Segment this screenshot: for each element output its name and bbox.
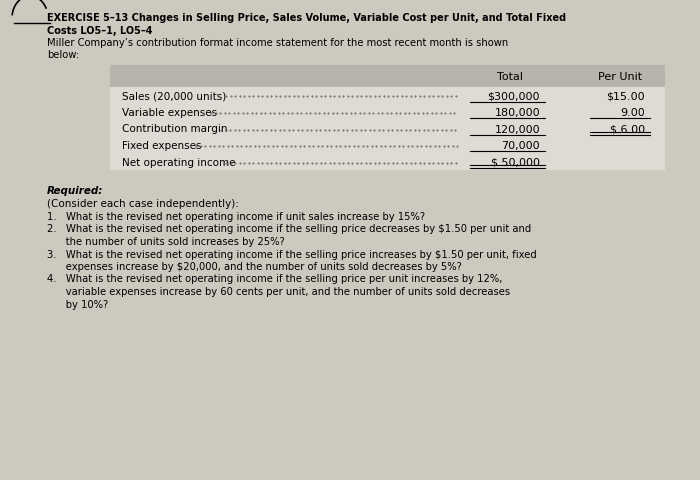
Text: Variable expenses: Variable expenses (122, 108, 217, 118)
Text: Total: Total (497, 72, 523, 82)
Bar (110, 66, 665, 171)
Bar (110, 66, 665, 88)
Text: below:: below: (47, 50, 79, 60)
Text: 9.00: 9.00 (620, 108, 645, 118)
Text: Costs LO5–1, LO5–4: Costs LO5–1, LO5–4 (47, 26, 153, 36)
Text: expenses increase by $20,000, and the number of units sold decreases by 5%?: expenses increase by $20,000, and the nu… (47, 262, 462, 271)
Text: 1.   What is the revised net operating income if unit sales increase by 15%?: 1. What is the revised net operating inc… (47, 212, 425, 222)
Text: Miller Company’s contribution format income statement for the most recent month : Miller Company’s contribution format inc… (47, 38, 508, 48)
Text: Contribution margin: Contribution margin (122, 124, 228, 134)
Text: $ 6.00: $ 6.00 (610, 124, 645, 134)
Text: (Consider each case independently):: (Consider each case independently): (47, 199, 239, 209)
Text: the number of units sold increases by 25%?: the number of units sold increases by 25… (47, 237, 285, 247)
Text: Net operating income: Net operating income (122, 157, 235, 168)
Text: 3.   What is the revised net operating income if the selling price increases by : 3. What is the revised net operating inc… (47, 249, 537, 259)
Text: $300,000: $300,000 (487, 91, 540, 101)
Text: 180,000: 180,000 (494, 108, 540, 118)
Text: $ 50,000: $ 50,000 (491, 157, 540, 168)
Text: Required:: Required: (47, 186, 104, 195)
Text: EXERCISE 5–13 Changes in Selling Price, Sales Volume, Variable Cost per Unit, an: EXERCISE 5–13 Changes in Selling Price, … (47, 13, 566, 23)
Text: $15.00: $15.00 (606, 91, 645, 101)
Text: Sales (20,000 units): Sales (20,000 units) (122, 91, 226, 101)
Text: Per Unit: Per Unit (598, 72, 642, 82)
Text: 70,000: 70,000 (501, 141, 540, 151)
Text: by 10%?: by 10%? (47, 299, 108, 309)
Text: 120,000: 120,000 (494, 124, 540, 134)
Text: variable expenses increase by 60 cents per unit, and the number of units sold de: variable expenses increase by 60 cents p… (47, 287, 510, 296)
Text: 2.   What is the revised net operating income if the selling price decreases by : 2. What is the revised net operating inc… (47, 224, 531, 234)
Text: Fixed expenses: Fixed expenses (122, 141, 202, 151)
Text: 4.   What is the revised net operating income if the selling price per unit incr: 4. What is the revised net operating inc… (47, 274, 503, 284)
